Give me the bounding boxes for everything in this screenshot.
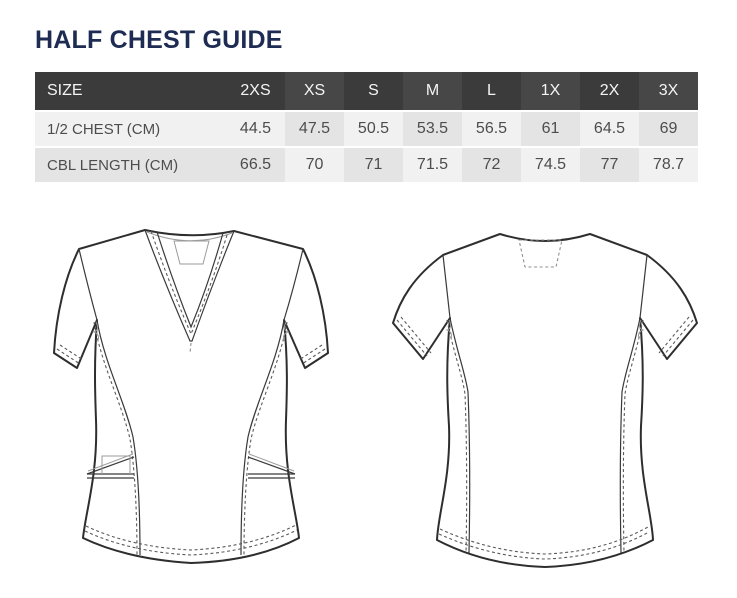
armhole-seam-right xyxy=(639,254,648,319)
princess-seam-left xyxy=(96,319,141,556)
armhole-seam-left xyxy=(78,248,98,321)
header-cell-size: SIZE xyxy=(35,72,226,110)
scrub-top-front-illustration xyxy=(30,222,360,587)
hem-stitch-front xyxy=(84,524,298,556)
page-title: HALF CHEST GUIDE xyxy=(35,26,283,54)
thread-loop-left xyxy=(92,321,99,342)
princess-seam-right xyxy=(619,317,641,554)
neck-facing-panel xyxy=(173,240,210,265)
table-cell: 78.7 xyxy=(639,148,698,182)
header-cell: XS xyxy=(285,72,344,110)
scrub-top-front-drawing xyxy=(53,229,329,564)
back-silhouette xyxy=(392,233,698,568)
scrub-top-back-illustration xyxy=(385,222,710,587)
v-point-seam xyxy=(189,342,192,354)
table-cell: 50.5 xyxy=(344,112,403,146)
thread-loop-right xyxy=(638,319,645,340)
scrub-top-back-drawing xyxy=(392,233,698,568)
header-cell: 2X xyxy=(580,72,639,110)
table-cell: 69 xyxy=(639,112,698,146)
v-neck-stitching xyxy=(150,230,229,336)
back-neck-facing xyxy=(518,239,563,268)
armhole-seam-right xyxy=(283,248,304,321)
row-label: CBL LENGTH (CM) xyxy=(35,148,226,182)
table-cell: 53.5 xyxy=(403,112,462,146)
size-table: SIZE 2XS XS S M L 1X 2X 3X 1/2 CHEST (CM… xyxy=(35,72,698,182)
armhole-seam-left xyxy=(442,254,451,319)
header-cell: 2XS xyxy=(226,72,285,110)
header-cell: L xyxy=(462,72,521,110)
princess-seam-left xyxy=(449,317,471,554)
front-silhouette xyxy=(53,229,329,564)
table-row-half-chest: 1/2 CHEST (CM) 44.5 47.5 50.5 53.5 56.5 … xyxy=(35,112,698,146)
pocket-opening-stitch-right xyxy=(248,453,295,472)
header-cell: S xyxy=(344,72,403,110)
v-neck-band-inner xyxy=(156,231,224,329)
pen-pocket xyxy=(101,455,131,474)
header-cell: 3X xyxy=(639,72,698,110)
sleeve-hem-stitch-right xyxy=(298,344,326,365)
table-cell: 44.5 xyxy=(226,112,285,146)
table-cell: 66.5 xyxy=(226,148,285,182)
sleeve-hem-stitch-left xyxy=(396,316,432,357)
table-cell: 56.5 xyxy=(462,112,521,146)
row-label: 1/2 CHEST (CM) xyxy=(35,112,226,146)
table-cell: 77 xyxy=(580,148,639,182)
table-cell: 72 xyxy=(462,148,521,182)
pocket-opening-stitch-left xyxy=(87,453,134,472)
v-neck-band-outer xyxy=(144,229,235,342)
table-row-cbl-length: CBL LENGTH (CM) 66.5 70 71 71.5 72 74.5 … xyxy=(35,148,698,182)
sleeve-hem-stitch-left xyxy=(56,344,84,365)
pocket-opening-left xyxy=(86,456,135,475)
sleeve-hem-stitch-right xyxy=(658,316,694,357)
pocket-opening-right xyxy=(247,456,296,475)
thread-loop-right xyxy=(283,321,290,342)
table-cell: 61 xyxy=(521,112,580,146)
table-cell: 70 xyxy=(285,148,344,182)
table-cell: 71 xyxy=(344,148,403,182)
princess-seam-right xyxy=(240,319,285,556)
table-cell: 47.5 xyxy=(285,112,344,146)
pocket-band-left xyxy=(87,473,134,479)
header-cell: 1X xyxy=(521,72,580,110)
hem-stitch-back xyxy=(438,526,650,560)
size-table-header-row: SIZE 2XS XS S M L 1X 2X 3X xyxy=(35,72,698,110)
table-cell: 71.5 xyxy=(403,148,462,182)
table-cell: 74.5 xyxy=(521,148,580,182)
pocket-band-right xyxy=(248,473,295,479)
thread-loop-left xyxy=(445,319,452,340)
header-cell: M xyxy=(403,72,462,110)
table-cell: 64.5 xyxy=(580,112,639,146)
